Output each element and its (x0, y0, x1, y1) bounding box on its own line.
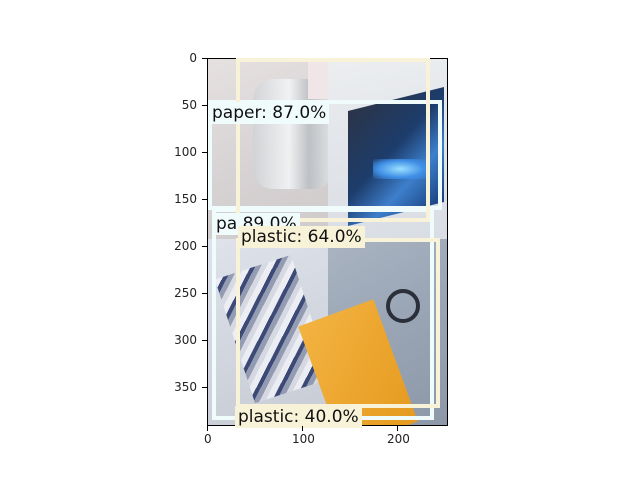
y-tick-mark (202, 199, 207, 200)
y-tick-mark (202, 152, 207, 153)
y-tick-mark (202, 246, 207, 247)
x-tick-label: 100 (292, 432, 315, 446)
y-tick-label: 350 (174, 380, 197, 394)
detection-box (236, 58, 430, 222)
detection-box (236, 238, 440, 408)
x-tick-mark (207, 426, 208, 431)
y-tick-label: 200 (174, 239, 197, 253)
detection-label: paper: 87.0% (209, 102, 330, 124)
x-tick-mark (397, 426, 398, 431)
y-tick-label: 100 (174, 145, 197, 159)
y-tick-label: 300 (174, 333, 197, 347)
y-tick-mark (202, 105, 207, 106)
y-tick-mark (202, 293, 207, 294)
y-tick-label: 50 (181, 98, 197, 112)
y-tick-label: 250 (174, 286, 197, 300)
x-tick-label: 0 (204, 432, 212, 446)
detection-label: plastic: 40.0% (235, 406, 362, 428)
detection-label: plastic: 64.0% (238, 226, 365, 248)
recycling-logo-icon (386, 289, 420, 323)
x-tick-label: 200 (387, 432, 410, 446)
y-tick-label: 0 (189, 51, 197, 65)
carton-highlight (373, 159, 428, 179)
y-tick-mark (202, 340, 207, 341)
y-tick-label: 150 (174, 192, 197, 206)
x-tick-mark (302, 426, 303, 431)
y-tick-mark (202, 58, 207, 59)
photo-panel-cardboard (298, 239, 447, 425)
y-tick-mark (202, 387, 207, 388)
